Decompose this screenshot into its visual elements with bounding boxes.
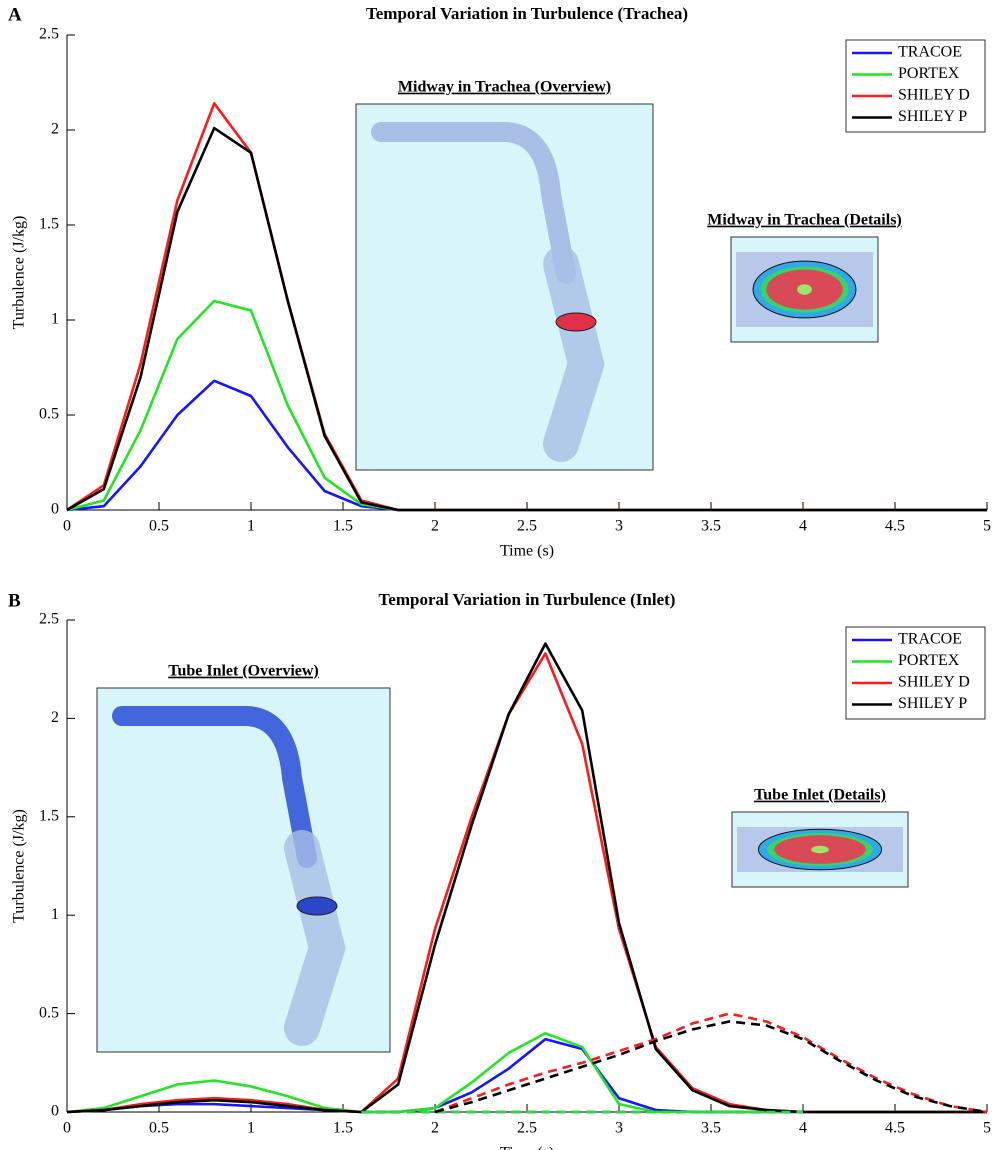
legend-label: SHILEY D: [898, 87, 970, 104]
x-tick-label: 3.5: [701, 1120, 721, 1137]
dashed-line: [434, 1020, 988, 1114]
x-tick-label: 3.5: [701, 518, 721, 535]
y-tick-label: 2: [51, 709, 59, 726]
inset-title: Midway in Trachea (Details): [707, 212, 902, 229]
x-tick-label: 0.5: [149, 518, 169, 535]
y-tick-label: 1.5: [39, 807, 59, 824]
legend-label: SHILEY D: [898, 674, 970, 691]
y-tick-label: 1: [51, 311, 59, 328]
y-tick-label: 0.5: [39, 406, 59, 423]
panel-label: B: [8, 590, 21, 611]
cross-section: [296, 896, 338, 916]
legend-label: PORTEX: [898, 652, 960, 669]
dashed-line: [434, 1012, 988, 1114]
x-tick-label: 2.5: [517, 518, 537, 535]
panel-label: A: [8, 4, 22, 25]
x-tick-label: 2: [431, 518, 439, 535]
inset-title: Tube Inlet (Details): [754, 787, 886, 804]
y-axis-label: Turbulence (J/kg): [11, 216, 28, 330]
contour-core: [797, 284, 812, 295]
y-tick-label: 2.5: [39, 26, 59, 43]
series-line: [66, 126, 987, 512]
x-tick-label: 1.5: [333, 1120, 353, 1137]
x-tick-label: 1: [247, 518, 255, 535]
y-axis-label: Turbulence (J/kg): [11, 809, 28, 923]
x-tick-label: 4: [799, 1120, 807, 1137]
y-tick-label: 0: [51, 501, 59, 518]
y-tick-label: 1.5: [39, 216, 59, 233]
legend-label: TRACOE: [898, 44, 962, 61]
y-tick-label: 1: [51, 906, 59, 923]
legend-label: TRACOE: [898, 631, 962, 648]
x-tick-label: 5: [983, 518, 991, 535]
x-tick-label: 0.5: [149, 1120, 169, 1137]
x-tick-label: 2: [431, 1120, 439, 1137]
x-tick-label: 0: [63, 1120, 71, 1137]
x-tick-label: 1: [247, 1120, 255, 1137]
inset-image: [355, 103, 654, 471]
tube-shape: [543, 246, 605, 462]
legend-label: SHILEY P: [898, 695, 967, 712]
tube-shape: [112, 706, 317, 868]
legend-label: SHILEY P: [898, 108, 967, 125]
x-tick-label: 5: [983, 1120, 991, 1137]
x-tick-label: 3: [615, 518, 623, 535]
legend-label: PORTEX: [898, 65, 960, 82]
contour-core: [811, 845, 829, 854]
series-line: [66, 642, 987, 1114]
x-tick-label: 2.5: [517, 1120, 537, 1137]
y-tick-label: 0: [51, 1103, 59, 1120]
inset-title: Tube Inlet (Overview): [168, 663, 319, 680]
x-tick-label: 4.5: [885, 1120, 905, 1137]
x-tick-label: 4.5: [885, 518, 905, 535]
chart-title: Temporal Variation in Turbulence (Trache…: [366, 4, 688, 23]
chart-title: Temporal Variation in Turbulence (Inlet): [379, 590, 676, 609]
inset-image: [96, 687, 391, 1053]
x-tick-label: 3: [615, 1120, 623, 1137]
tube-shape: [284, 830, 346, 1046]
y-tick-label: 2: [51, 121, 59, 138]
y-tick-label: 2.5: [39, 611, 59, 628]
y-tick-label: 0.5: [39, 1004, 59, 1021]
inset-title: Midway in Trachea (Overview): [398, 79, 611, 96]
x-tick-label: 4: [799, 518, 807, 535]
tube-shape: [371, 122, 576, 284]
x-tick-label: 0: [63, 518, 71, 535]
cross-section: [555, 312, 597, 332]
x-tick-label: 1.5: [333, 518, 353, 535]
x-axis-label: Time (s): [500, 1145, 554, 1150]
x-axis-label: Time (s): [500, 543, 554, 560]
